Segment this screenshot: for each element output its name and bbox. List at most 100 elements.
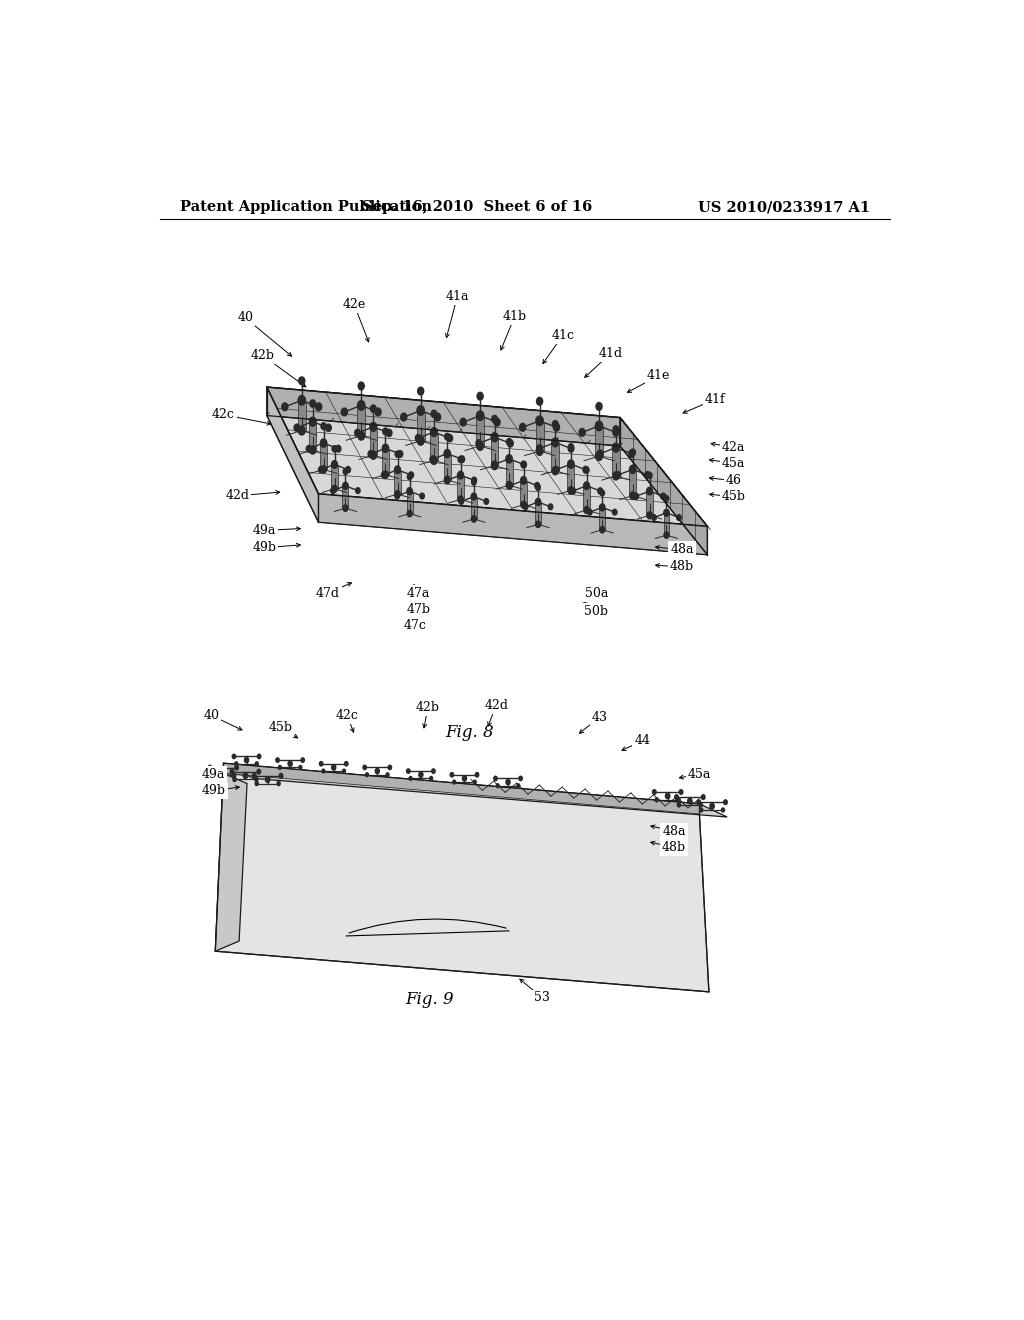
Polygon shape <box>342 487 348 508</box>
Circle shape <box>580 429 585 437</box>
Text: 41c: 41c <box>551 329 574 342</box>
Circle shape <box>568 487 573 494</box>
Circle shape <box>451 772 454 777</box>
Polygon shape <box>584 487 590 510</box>
Circle shape <box>430 776 433 780</box>
Text: 47a: 47a <box>407 587 430 599</box>
Circle shape <box>382 471 386 478</box>
Circle shape <box>536 416 544 425</box>
Text: 48b: 48b <box>662 841 686 854</box>
Circle shape <box>343 482 348 490</box>
Circle shape <box>494 776 498 780</box>
Circle shape <box>652 789 656 795</box>
Circle shape <box>419 772 423 777</box>
Circle shape <box>677 803 681 807</box>
Circle shape <box>679 789 683 795</box>
Circle shape <box>519 424 525 432</box>
Circle shape <box>613 429 618 437</box>
Circle shape <box>321 466 327 473</box>
Circle shape <box>647 473 652 479</box>
Circle shape <box>458 471 464 479</box>
Circle shape <box>472 477 476 483</box>
Circle shape <box>453 780 456 784</box>
Polygon shape <box>599 510 605 529</box>
Circle shape <box>600 490 604 496</box>
Circle shape <box>315 403 322 411</box>
Text: Fig. 9: Fig. 9 <box>406 991 454 1008</box>
Circle shape <box>458 496 463 503</box>
Circle shape <box>476 440 481 447</box>
Circle shape <box>388 766 391 770</box>
Circle shape <box>355 488 360 494</box>
Circle shape <box>309 417 316 426</box>
Circle shape <box>536 521 541 528</box>
Circle shape <box>645 471 650 478</box>
Text: 48b: 48b <box>670 561 694 573</box>
Circle shape <box>535 483 540 488</box>
Circle shape <box>584 482 590 490</box>
Text: 42d: 42d <box>484 698 508 711</box>
Circle shape <box>357 432 365 440</box>
Circle shape <box>407 487 413 495</box>
Circle shape <box>245 758 249 763</box>
Polygon shape <box>471 498 477 519</box>
Polygon shape <box>298 403 306 430</box>
Polygon shape <box>394 471 400 494</box>
Circle shape <box>382 445 389 453</box>
Circle shape <box>321 422 327 429</box>
Circle shape <box>282 403 288 411</box>
Polygon shape <box>215 774 247 952</box>
Circle shape <box>410 776 412 780</box>
Polygon shape <box>506 461 513 486</box>
Circle shape <box>677 797 680 801</box>
Circle shape <box>596 403 602 411</box>
Text: 42b: 42b <box>416 701 440 714</box>
Circle shape <box>366 772 369 776</box>
Circle shape <box>321 440 327 447</box>
Circle shape <box>446 434 453 442</box>
Circle shape <box>506 780 510 784</box>
Circle shape <box>612 471 620 480</box>
Polygon shape <box>407 492 413 513</box>
Polygon shape <box>331 466 338 488</box>
Circle shape <box>288 762 292 767</box>
Text: 41d: 41d <box>598 347 623 360</box>
Polygon shape <box>646 492 653 515</box>
Circle shape <box>255 762 258 766</box>
Polygon shape <box>370 429 377 455</box>
Text: 40: 40 <box>204 709 219 722</box>
Circle shape <box>697 800 700 804</box>
Circle shape <box>655 797 658 801</box>
Circle shape <box>552 421 558 428</box>
Circle shape <box>230 770 233 774</box>
Circle shape <box>473 780 476 784</box>
Circle shape <box>395 494 399 499</box>
Circle shape <box>634 494 639 499</box>
Circle shape <box>584 507 590 513</box>
Circle shape <box>596 451 602 461</box>
Circle shape <box>520 477 526 484</box>
Circle shape <box>370 422 377 432</box>
Circle shape <box>444 477 451 483</box>
Circle shape <box>232 774 236 777</box>
Circle shape <box>211 774 214 777</box>
Circle shape <box>521 461 526 467</box>
Text: 45b: 45b <box>268 721 293 734</box>
Circle shape <box>299 766 302 770</box>
Text: 40: 40 <box>238 312 254 325</box>
Polygon shape <box>321 445 327 470</box>
Polygon shape <box>417 413 425 441</box>
Circle shape <box>343 506 348 511</box>
Text: 44: 44 <box>634 734 650 747</box>
Polygon shape <box>223 763 727 817</box>
Polygon shape <box>223 763 699 814</box>
Circle shape <box>298 426 305 436</box>
Circle shape <box>458 457 463 462</box>
Circle shape <box>699 803 702 807</box>
Circle shape <box>416 434 421 442</box>
Circle shape <box>234 762 238 766</box>
Circle shape <box>612 444 620 451</box>
Circle shape <box>492 433 498 442</box>
Circle shape <box>358 381 365 389</box>
Circle shape <box>298 396 305 405</box>
